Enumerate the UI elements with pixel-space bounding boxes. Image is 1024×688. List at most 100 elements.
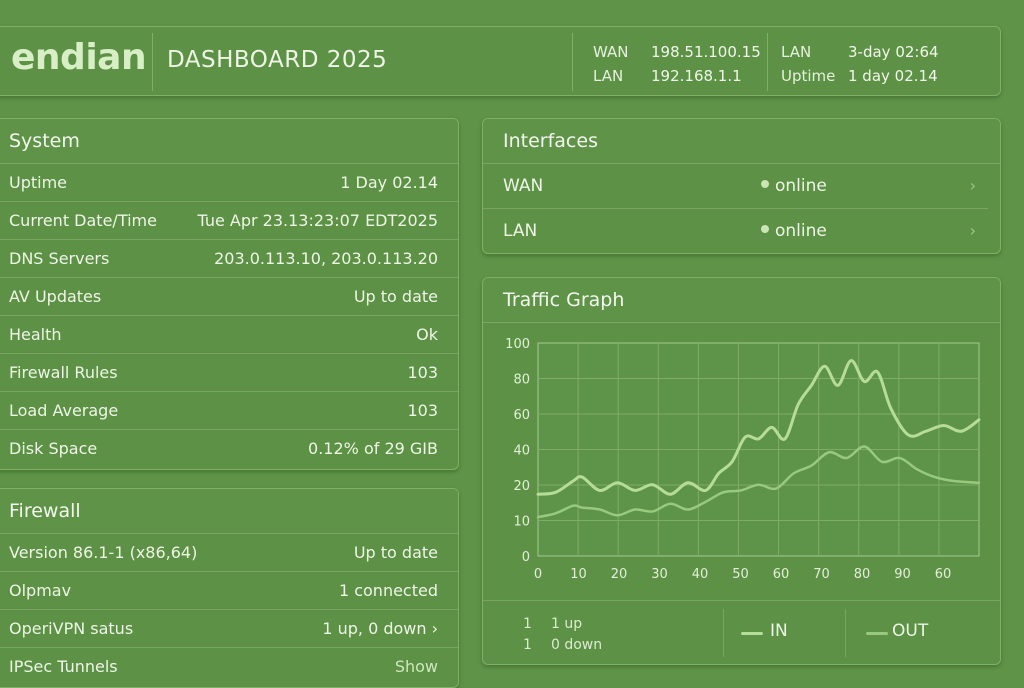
wan-label: WAN [593,43,629,61]
chevron-right-icon[interactable]: › [969,221,976,240]
ipsec-show-link[interactable]: Show [394,657,438,676]
row-label: Disk Space [9,439,98,458]
row-value: 203.0.113.10, 203.0.113.20 [214,249,438,268]
lan2-value: 3-day 02:64 [848,43,939,61]
x-tick-label: 70 [813,567,830,582]
firewall-row-olpmav: Olpmav 1 connected [0,572,458,610]
x-tick-label: 90 [894,567,911,582]
firewall-row-version: Version 86.1-1 (x86,64) Up to date [0,534,458,572]
interfaces-panel: Interfaces WAN online › LAN online › [482,118,1001,254]
y-tick-label: 60 [513,408,530,423]
legend-up-text: 1 up [551,616,583,632]
traffic-graph-panel: Traffic Graph 100 80 60 40 20 10 0 0 10 20 30 40 50 6… [482,277,1001,665]
status-dot-icon [761,225,769,233]
uptime-value: 1 day 02.14 [848,67,938,85]
y-tick-label: 20 [513,479,530,494]
chart-legend: 1 1 up 1 0 down IN OUT [483,600,1000,664]
row-label: Uptime [9,173,68,192]
x-tick-label: 80 [854,567,871,582]
interface-name: LAN [503,221,538,241]
system-row-firewall-rules: Firewall Rules 103 [0,354,458,392]
row-label: Health [9,325,62,344]
legend-divider [723,609,724,657]
header-divider [767,33,768,91]
y-tick-label: 40 [513,444,530,459]
system-panel: System Uptime 1 Day 02.14 Current Date/T… [0,118,459,470]
page-title: DASHBOARD 2025 [167,47,388,73]
row-label: OperiVPN satus [9,619,134,638]
interface-status: online [761,164,827,208]
interface-status: online [761,209,827,253]
interfaces-title: Interfaces [483,119,1000,164]
row-label: Load Average [9,401,119,420]
row-value: Up to date [353,287,438,306]
system-row-datetime: Current Date/Time Tue Apr 23.13:23:07 ED… [0,202,458,240]
legend-out-swatch [866,632,888,635]
x-tick-label: 30 [651,567,668,582]
interface-status-text: online [775,176,827,196]
system-row-health: Health Ok [0,316,458,354]
y-tick-label: 0 [522,550,530,565]
legend-in-label: IN [770,621,788,641]
row-value: Ok [416,325,438,344]
firewall-title: Firewall [0,489,458,534]
firewall-row-openvpn[interactable]: OperiVPN satus 1 up, 0 down › [0,610,458,648]
row-label: DNS Servers [9,249,110,268]
lan-ip: 192.168.1.1 [651,67,742,85]
y-tick-label: 100 [505,337,530,352]
uptime-label: Uptime [781,67,836,85]
legend-count: 1 [523,616,532,632]
openvpn-status-link[interactable]: 1 up, 0 down › [322,619,438,638]
header-divider [152,33,153,91]
x-tick-label: 60 [935,567,952,582]
interface-status-text: online [775,221,827,241]
row-label: IPSec Tunnels [9,657,118,676]
row-value: 103 [407,401,438,420]
x-tick-label: 20 [611,567,628,582]
traffic-graph-title: Traffic Graph [483,278,1000,323]
system-row-load-average: Load Average 103 [0,392,458,430]
row-label: Current Date/Time [9,211,157,230]
header-divider [572,33,573,91]
system-row-av-updates: AV Updates Up to date [0,278,458,316]
series-out-line [536,445,981,519]
row-label: Firewall Rules [9,363,118,382]
row-value: 0.12% of 29 GIB [308,439,438,458]
interface-row-lan[interactable]: LAN online › [483,209,988,253]
row-label: Olpmav [9,581,72,600]
x-tick-label: 60 [773,567,790,582]
row-label: AV Updates [9,287,102,306]
system-row-dns: DNS Servers 203.0.113.10, 203.0.113.20 [0,240,458,278]
system-title: System [0,119,458,164]
legend-count: 1 [523,637,532,653]
row-value: 103 [407,363,438,382]
row-value: 1 Day 02.14 [340,173,438,192]
legend-in-swatch [741,632,763,635]
series-in-line [536,359,981,496]
x-tick-label: 0 [534,567,542,582]
endian-logo[interactable]: endian [11,37,147,78]
x-tick-label: 50 [732,567,749,582]
x-tick-label: 10 [570,567,587,582]
legend-out-label: OUT [892,621,929,641]
lan-label: LAN [593,67,624,85]
row-value: Up to date [353,543,438,562]
y-tick-label: 10 [513,515,530,530]
x-tick-label: 40 [692,567,709,582]
interface-name: WAN [503,176,544,196]
legend-divider [845,609,846,657]
y-tick-label: 80 [513,373,530,388]
firewall-row-ipsec: IPSec Tunnels Show [0,648,458,685]
firewall-panel: Firewall Version 86.1-1 (x86,64) Up to d… [0,488,459,688]
system-row-disk-space: Disk Space 0.12% of 29 GIB [0,430,458,467]
status-dot-icon [761,180,769,188]
row-label: Version 86.1-1 (x86,64) [9,543,198,562]
row-value: Tue Apr 23.13:23:07 EDT2025 [197,211,439,230]
system-row-uptime: Uptime 1 Day 02.14 [0,164,458,202]
lan2-label: LAN [781,43,812,61]
interface-row-wan[interactable]: WAN online › [483,164,988,209]
chevron-right-icon[interactable]: › [969,176,976,195]
row-value: 1 connected [338,581,438,600]
header-bar: endian DASHBOARD 2025 WAN 198.51.100.15 … [0,26,1001,96]
